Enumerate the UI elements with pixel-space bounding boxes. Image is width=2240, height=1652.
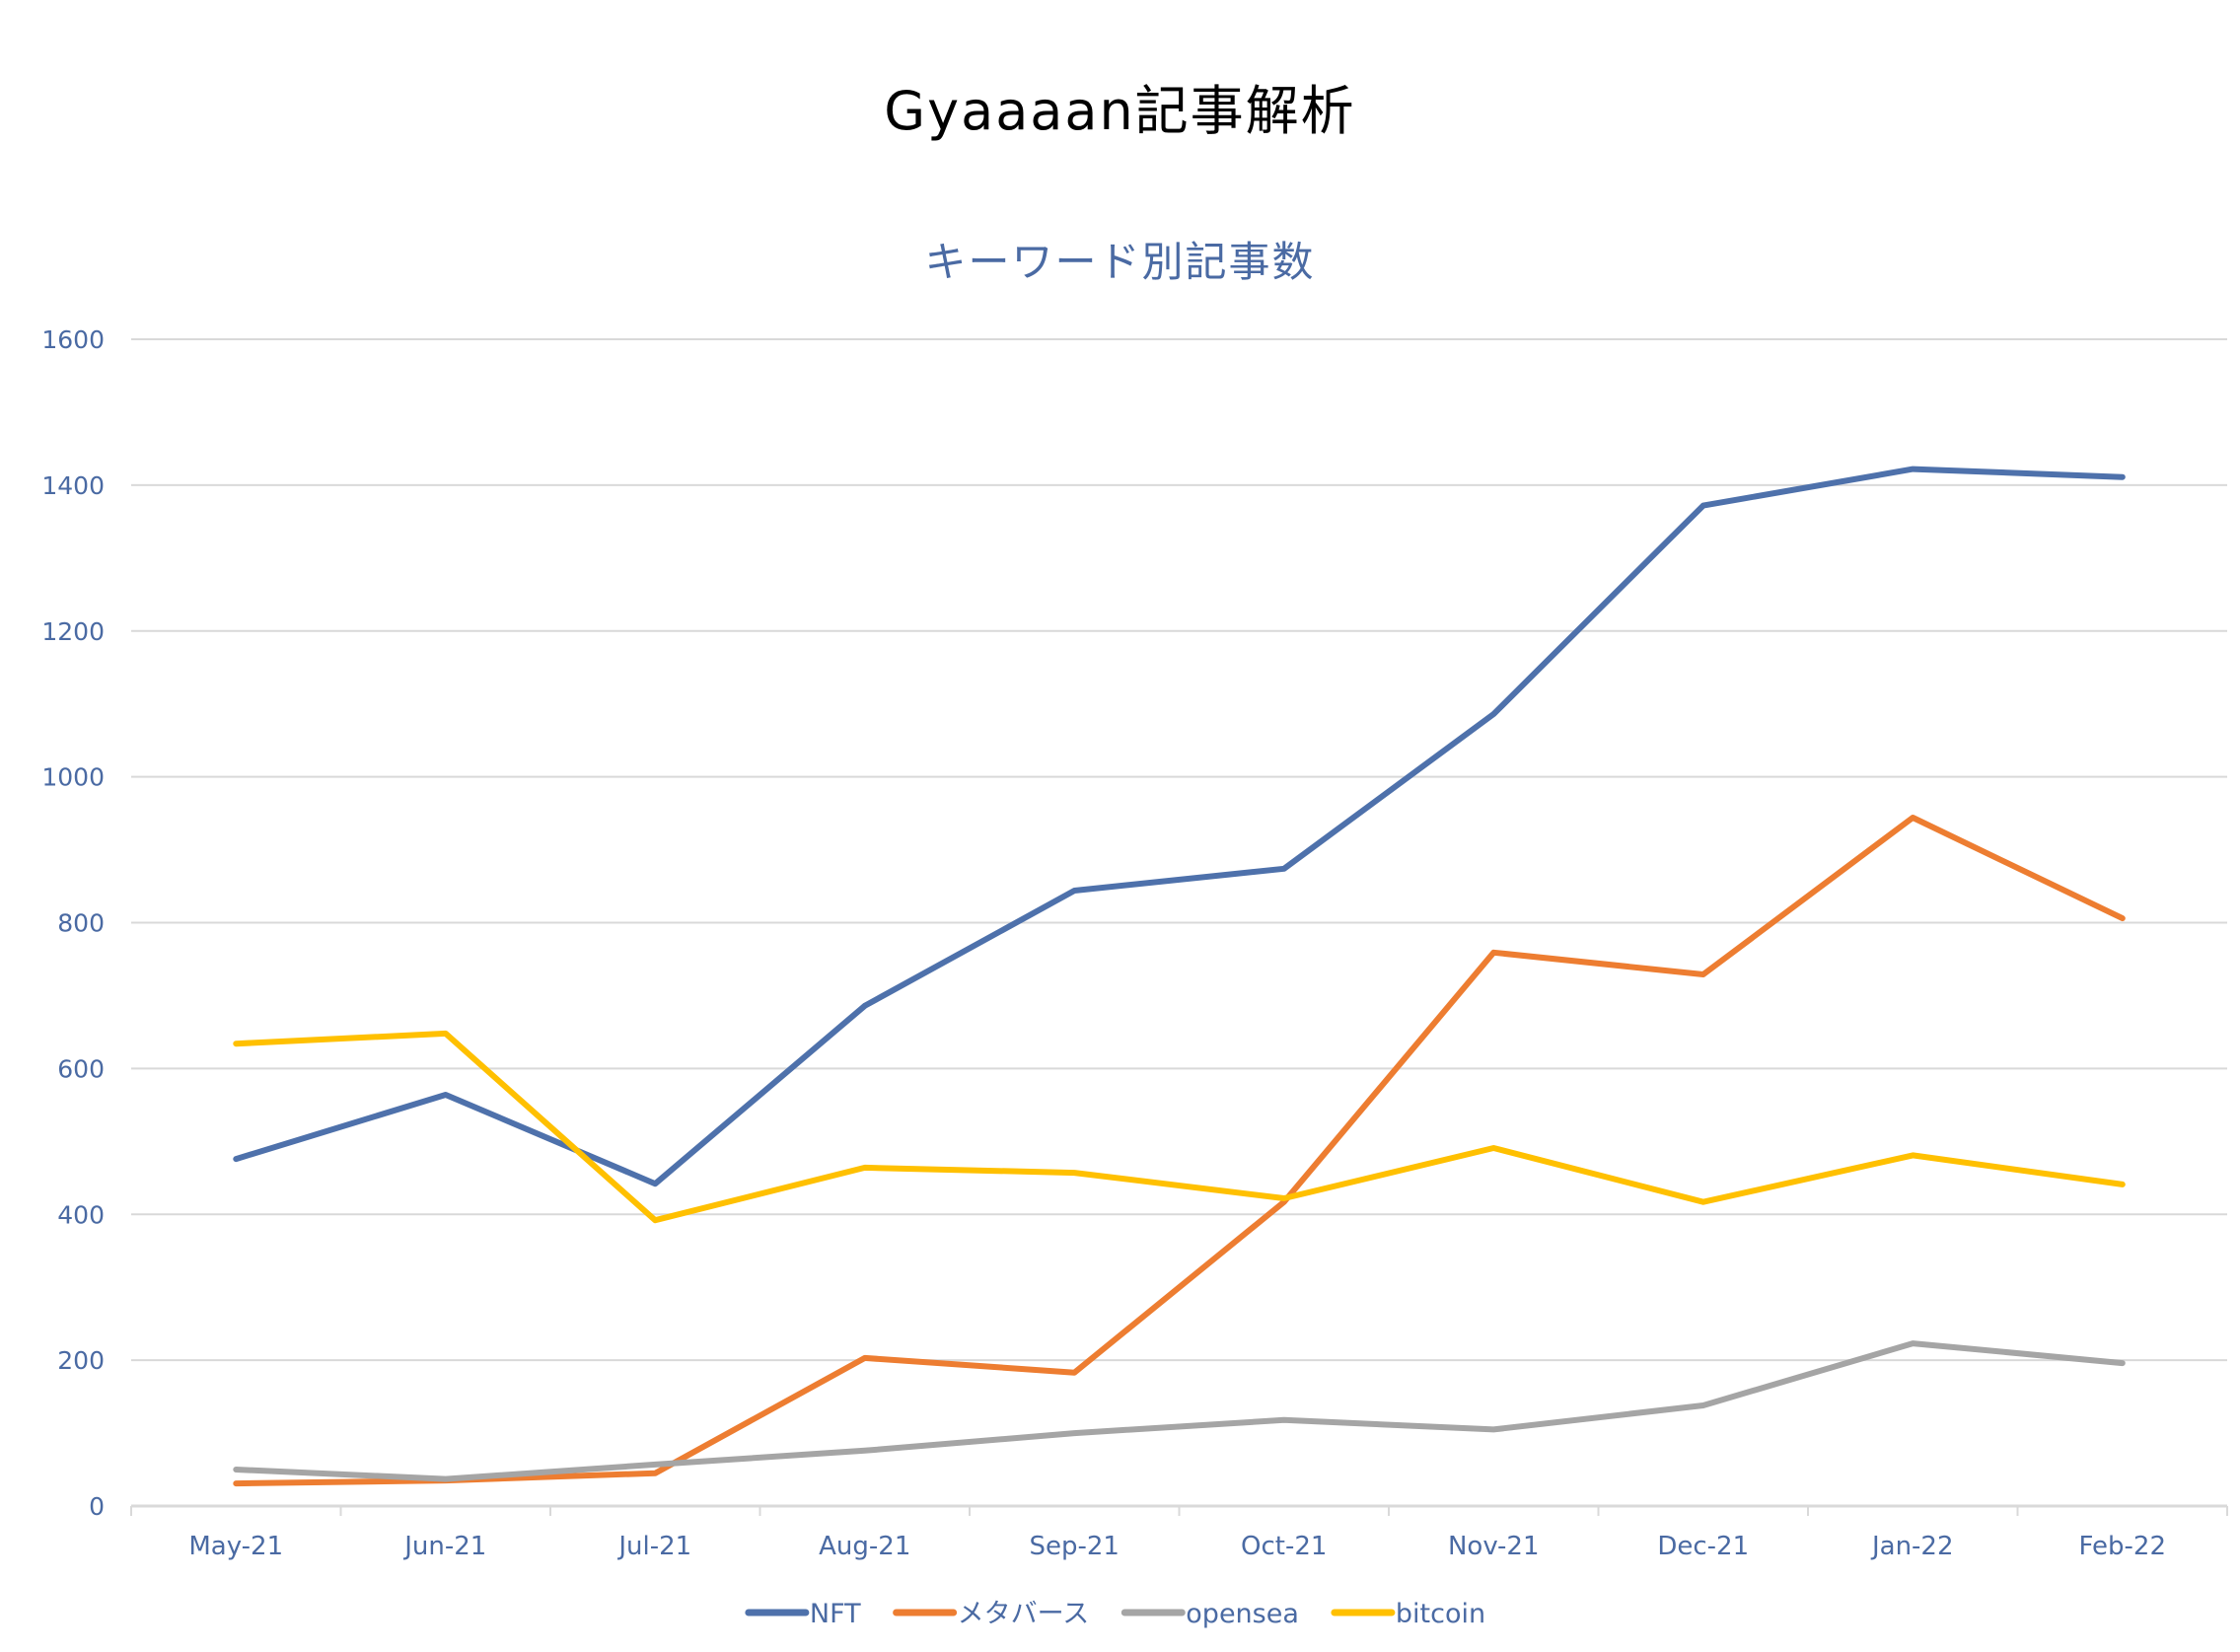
legend-item: メタバース bbox=[893, 1599, 1090, 1629]
x-tick-label: Aug-21 bbox=[819, 1532, 910, 1561]
legend-label: bitcoin bbox=[1396, 1599, 1485, 1629]
legend-label: opensea bbox=[1186, 1599, 1299, 1629]
legend-label: メタバース bbox=[958, 1599, 1090, 1629]
series-line bbox=[233, 815, 2126, 1487]
y-tick-label: 200 bbox=[57, 1346, 105, 1375]
gridlines bbox=[131, 338, 2227, 1362]
legend-item: NFT bbox=[745, 1599, 861, 1629]
x-tick-label: Oct-21 bbox=[1241, 1532, 1327, 1561]
series-line bbox=[233, 1030, 2126, 1224]
legend-item: bitcoin bbox=[1331, 1599, 1485, 1629]
y-tick-label: 800 bbox=[57, 909, 105, 938]
series-line bbox=[233, 1340, 2126, 1482]
legend-label: NFT bbox=[810, 1599, 861, 1629]
x-tick-label: Dec-21 bbox=[1657, 1532, 1749, 1561]
y-tick-label: 1000 bbox=[41, 763, 105, 792]
legend-item: opensea bbox=[1120, 1599, 1299, 1629]
chart-title: Gyaaaan記事解析 bbox=[884, 80, 1356, 142]
chart-subtitle: キーワード別記事数 bbox=[924, 238, 1316, 286]
y-tick-label: 1200 bbox=[41, 617, 105, 646]
y-tick-label: 400 bbox=[57, 1200, 105, 1229]
y-tick-label: 1600 bbox=[41, 325, 105, 354]
series-line bbox=[233, 466, 2126, 1187]
y-tick-label: 0 bbox=[89, 1492, 105, 1521]
x-tick-label: Jun-21 bbox=[402, 1532, 486, 1561]
x-tick-label: Jan-22 bbox=[1870, 1532, 1954, 1561]
x-tick-label: Feb-22 bbox=[2079, 1532, 2167, 1561]
legend: NFT メタバース opensea bitcoin bbox=[745, 1599, 1485, 1629]
y-tick-label: 600 bbox=[57, 1054, 105, 1083]
x-tick-label: Jul-21 bbox=[616, 1532, 691, 1561]
x-tick-label: Nov-21 bbox=[1448, 1532, 1540, 1561]
y-axis: 0 200 400 600 800 1000 1200 1400 1600 bbox=[41, 325, 105, 1521]
y-tick-label: 1400 bbox=[41, 471, 105, 500]
x-tick-label: Sep-21 bbox=[1030, 1532, 1120, 1561]
series-lines bbox=[233, 466, 2126, 1487]
x-tick-label: May-21 bbox=[188, 1532, 283, 1561]
x-axis: May-21 Jun-21 Jul-21 Aug-21 Sep-21 Oct-21 Nov-… bbox=[130, 1504, 2228, 1561]
